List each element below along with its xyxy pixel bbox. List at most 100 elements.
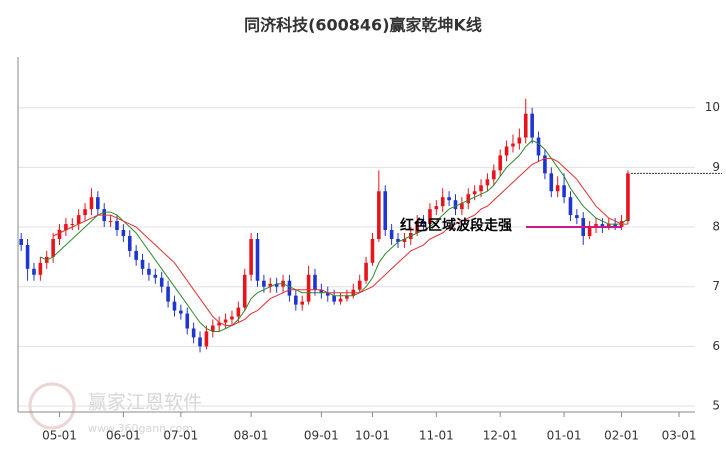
- candle-body: [57, 230, 62, 239]
- candle-body: [530, 113, 534, 138]
- candle-body: [492, 170, 496, 180]
- candle-body: [210, 325, 215, 332]
- candle-body: [294, 295, 298, 305]
- candle-body: [19, 238, 23, 245]
- candle-body: [153, 274, 158, 278]
- x-tick-label: 06-01: [106, 429, 141, 443]
- candle-body: [543, 155, 547, 174]
- candle-body: [121, 230, 126, 236]
- candle-body: [70, 224, 75, 226]
- y-tick-label: 6: [712, 339, 720, 353]
- candle-body: [364, 262, 368, 281]
- candle-body: [555, 185, 560, 192]
- candle-body: [230, 316, 234, 320]
- candle-body: [191, 328, 196, 338]
- candle-body: [306, 274, 311, 302]
- candle-body: [613, 224, 617, 228]
- candle-body: [204, 331, 209, 347]
- y-tick-label: 8: [712, 220, 720, 234]
- candle-body: [140, 259, 145, 269]
- candle-body: [313, 274, 317, 290]
- candle-body: [587, 227, 592, 236]
- candle-body: [242, 274, 247, 308]
- candle-body: [147, 268, 151, 275]
- candle-body: [600, 224, 605, 228]
- y-tick-label: 7: [712, 279, 720, 293]
- candle-body: [357, 280, 362, 290]
- candle-body: [517, 137, 522, 144]
- y-tick-label: 9: [712, 160, 720, 174]
- candle-body: [32, 268, 36, 275]
- watermark-name: 赢家江恩软件: [88, 392, 202, 414]
- candle-body: [434, 206, 439, 210]
- candle-body: [466, 194, 471, 204]
- annotation: 红色区域波段走强: [400, 217, 512, 234]
- candle-body: [134, 250, 138, 260]
- candle-body: [389, 230, 394, 239]
- candle-body: [255, 238, 260, 281]
- watermark: 赢家江恩软件 www.360gann.com: [28, 382, 202, 435]
- candle-body: [383, 191, 388, 231]
- candle-body: [415, 221, 419, 234]
- plot: [17, 57, 695, 417]
- candle-body: [96, 197, 100, 210]
- candle-body: [626, 173, 630, 222]
- candle-body: [606, 224, 611, 228]
- candle-body: [127, 235, 132, 251]
- candle-body: [575, 215, 579, 219]
- x-tick-label: 09-01: [304, 429, 339, 443]
- candle-body: [568, 197, 573, 216]
- candle-body: [460, 203, 464, 210]
- candle-body: [428, 209, 432, 225]
- candle-body: [76, 215, 81, 225]
- moving-average: [40, 139, 629, 332]
- x-tick-label: 10-01: [355, 429, 390, 443]
- candle-body: [332, 295, 336, 302]
- candle-body: [89, 197, 94, 210]
- candle-body: [51, 238, 55, 257]
- candle-body: [262, 280, 266, 287]
- candle-body: [236, 307, 241, 317]
- candle-body: [274, 283, 279, 287]
- candle-body: [472, 191, 477, 195]
- y-tick-label: 5: [712, 399, 720, 413]
- candle-body: [498, 155, 503, 171]
- candle-body: [64, 224, 68, 231]
- candle-body: [511, 143, 515, 147]
- candle-body: [338, 298, 343, 302]
- candle-body: [115, 221, 119, 231]
- moving-average: [52, 157, 628, 326]
- x-tick-label: 03-01: [662, 429, 697, 443]
- candle-body: [268, 283, 273, 287]
- candle-body: [562, 185, 566, 198]
- candle-body: [185, 313, 190, 329]
- candle-body: [223, 319, 228, 323]
- x-tick-label: 12-01: [483, 429, 518, 443]
- x-tick-label: 05-01: [42, 429, 77, 443]
- candle-body: [25, 244, 30, 269]
- candle-body: [249, 238, 253, 275]
- candle-body: [287, 280, 292, 296]
- candle-body: [325, 292, 330, 296]
- candle-body: [485, 179, 490, 186]
- watermark-url: www.360gann.com: [88, 422, 193, 435]
- candle-body: [421, 221, 426, 225]
- candle-body: [523, 113, 528, 138]
- candle-body: [370, 238, 375, 263]
- candle-body: [345, 295, 349, 299]
- candle-body: [179, 310, 183, 314]
- x-tick-label: 01-01: [547, 429, 582, 443]
- x-tick-label: 02-01: [604, 429, 639, 443]
- candle-body: [549, 173, 554, 192]
- chart-title: 同济科技(600846)赢家乾坤K线: [244, 16, 482, 35]
- candle-body: [453, 200, 458, 210]
- candle-body: [159, 277, 164, 287]
- candle-body: [479, 185, 483, 192]
- candle-body: [447, 197, 451, 201]
- candle-body: [504, 146, 509, 156]
- candle-body: [108, 221, 113, 223]
- x-tick-label: 11-01: [419, 429, 454, 443]
- candle-body: [402, 238, 407, 242]
- candle-body: [172, 301, 177, 311]
